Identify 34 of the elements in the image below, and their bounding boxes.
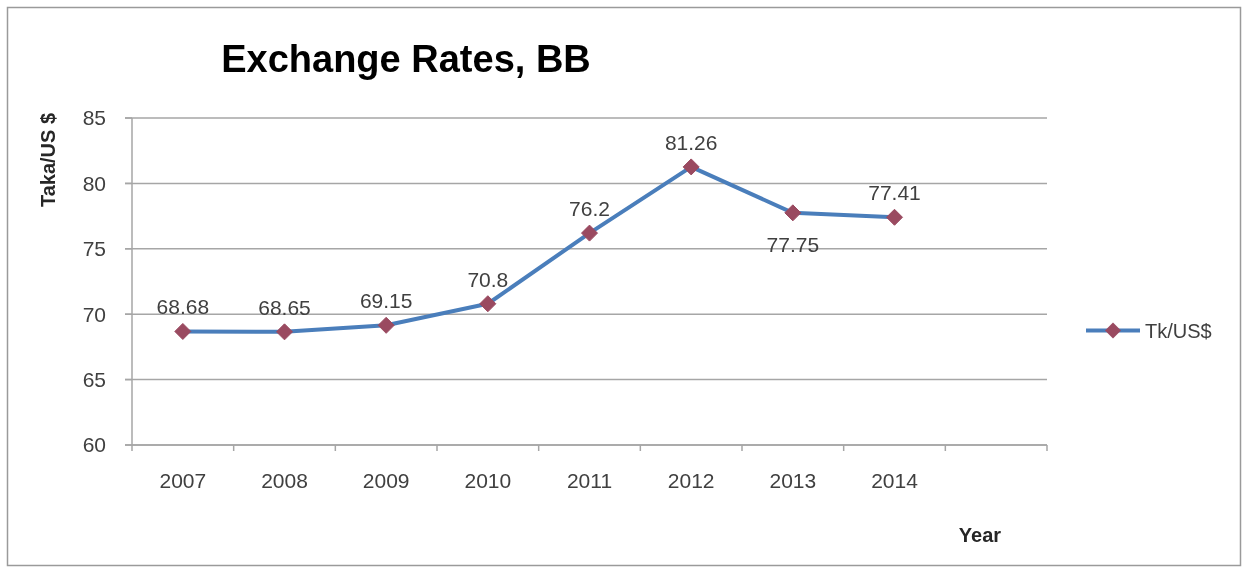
y-tick-label: 60 — [82, 433, 106, 457]
x-tick-label: 2013 — [769, 469, 817, 492]
point — [682, 158, 700, 176]
y-tick-label: 65 — [82, 367, 106, 391]
data-label: 81.26 — [664, 130, 718, 154]
x-tick-label: 2009 — [362, 469, 410, 492]
point — [784, 204, 802, 222]
data-label: 77.41 — [868, 181, 921, 205]
x-tick-label: 2007 — [159, 469, 207, 492]
point — [581, 224, 598, 242]
x-tick-label: 2008 — [261, 469, 308, 492]
point — [377, 316, 395, 334]
data-label: 77.75 — [766, 232, 820, 256]
chart-title: Exchange Rates, BB — [221, 38, 591, 80]
legend-label: Tk/US$ — [1145, 319, 1212, 342]
y-axis-title: Taka/US $ — [37, 112, 59, 208]
data-label: 76.2 — [569, 197, 610, 221]
y-tick-label: 85 — [82, 106, 106, 130]
data-label: 70.8 — [467, 267, 509, 291]
point — [276, 323, 293, 341]
x-tick-label: 2012 — [667, 469, 715, 492]
data-label: 69.15 — [359, 289, 413, 313]
x-axis-title: Year — [958, 524, 1002, 546]
point — [886, 208, 903, 226]
y-tick-label: 70 — [82, 302, 106, 326]
x-tick-label: 2014 — [871, 469, 919, 492]
y-tick-label: 80 — [82, 171, 106, 195]
point — [174, 322, 192, 340]
x-tick-label: 2010 — [464, 469, 512, 492]
data-label: 68.68 — [156, 295, 210, 319]
data-label: 68.65 — [258, 295, 311, 319]
x-tick-label: 2011 — [566, 469, 613, 492]
y-tick-label: 75 — [82, 237, 106, 261]
point — [479, 295, 497, 313]
